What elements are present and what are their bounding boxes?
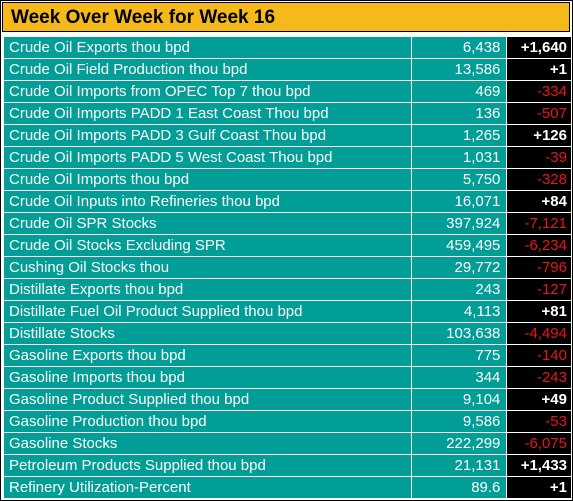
- metric-change: -328: [506, 168, 572, 191]
- table-row: Crude Oil Imports PADD 5 West Coast Thou…: [3, 146, 572, 169]
- metric-name: Gasoline Product Supplied thou bpd: [3, 388, 412, 411]
- table-row: Refinery Utilization-Percent 89.6 +1: [3, 476, 572, 499]
- metric-value: 459,495: [410, 234, 508, 257]
- metric-name: Crude Oil Imports PADD 3 Gulf Coast Thou…: [3, 124, 412, 147]
- metric-change: -140: [506, 344, 572, 367]
- metric-change: +49: [506, 388, 572, 411]
- metric-name: Crude Oil Exports thou bpd: [3, 36, 412, 59]
- metric-value: 1,031: [410, 146, 508, 169]
- table-row: Gasoline Product Supplied thou bpd 9,104 +…: [3, 388, 572, 411]
- table-row: Crude Oil Imports from OPEC Top 7 thou b…: [3, 80, 572, 103]
- metric-value: 4,113: [410, 300, 508, 323]
- table-row: Gasoline Exports thou bpd 775 -140: [3, 344, 572, 367]
- metric-change: -6,075: [506, 432, 572, 455]
- metric-name: Gasoline Production thou bpd: [3, 410, 412, 433]
- metric-change: -6,234: [506, 234, 572, 257]
- metric-change: +84: [506, 190, 572, 213]
- table-row: Distillate Exports thou bpd 243 -127: [3, 278, 572, 301]
- metric-change: +1: [506, 58, 572, 81]
- metric-value: 222,299: [410, 432, 508, 455]
- table-row: Crude Oil Inputs into Refineries thou bp…: [3, 190, 572, 213]
- metric-name: Crude Oil Inputs into Refineries thou bp…: [3, 190, 412, 213]
- metric-name: Distillate Exports thou bpd: [3, 278, 412, 301]
- metric-value: 21,131: [410, 454, 508, 477]
- metric-value: 775: [410, 344, 508, 367]
- metric-name: Crude Oil Imports thou bpd: [3, 168, 412, 191]
- metric-change: -7,121: [506, 212, 572, 235]
- metric-change: -4,494: [506, 322, 572, 345]
- metric-change: -53: [506, 410, 572, 433]
- report-title: Week Over Week for Week 16: [11, 7, 276, 28]
- metric-value: 1,265: [410, 124, 508, 147]
- data-table: Crude Oil Exports thou bpd 6,438 +1,640 Cru…: [3, 36, 572, 499]
- metric-value: 344: [410, 366, 508, 389]
- metric-change: -243: [506, 366, 572, 389]
- title-bar: Week Over Week for Week 16: [2, 2, 570, 32]
- table-body: Crude Oil Exports thou bpd 6,438 +1,640 Cru…: [3, 36, 572, 499]
- metric-change: +1,433: [506, 454, 572, 477]
- metric-name: Gasoline Imports thou bpd: [3, 366, 412, 389]
- metric-value: 469: [410, 80, 508, 103]
- metric-name: Crude Oil Field Production thou bpd: [3, 58, 412, 81]
- metric-value: 5,750: [410, 168, 508, 191]
- metric-change: -39: [506, 146, 572, 169]
- table-row: Crude Oil Stocks Excluding SPR 459,495 -6,…: [3, 234, 572, 257]
- table-row: Cushing Oil Stocks thou 29,772 -796: [3, 256, 572, 279]
- table-row: Crude Oil Imports thou bpd 5,750 -328: [3, 168, 572, 191]
- metric-value: 9,104: [410, 388, 508, 411]
- metric-change: -334: [506, 80, 572, 103]
- metric-value: 13,586: [410, 58, 508, 81]
- metric-name: Crude Oil Imports from OPEC Top 7 thou b…: [3, 80, 412, 103]
- metric-change: +1,640: [506, 36, 572, 59]
- metric-name: Crude Oil Imports PADD 5 West Coast Thou…: [3, 146, 412, 169]
- metric-name: Distillate Stocks: [3, 322, 412, 345]
- metric-value: 89.6: [410, 476, 508, 499]
- metric-name: Distillate Fuel Oil Product Supplied tho…: [3, 300, 412, 323]
- metric-value: 397,924: [410, 212, 508, 235]
- metric-name: Gasoline Exports thou bpd: [3, 344, 412, 367]
- metric-name: Gasoline Stocks: [3, 432, 412, 455]
- table-row: Crude Oil Field Production thou bpd 13,58…: [3, 58, 572, 81]
- metric-value: 136: [410, 102, 508, 125]
- metric-value: 103,638: [410, 322, 508, 345]
- metric-change: -796: [506, 256, 572, 279]
- table-row: Distillate Fuel Oil Product Supplied tho…: [3, 300, 572, 323]
- metric-name: Petroleum Products Supplied thou bpd: [3, 454, 412, 477]
- metric-name: Crude Oil Stocks Excluding SPR: [3, 234, 412, 257]
- table-row: Gasoline Production thou bpd 9,586 -53: [3, 410, 572, 433]
- metric-change: -507: [506, 102, 572, 125]
- metric-change: +81: [506, 300, 572, 323]
- metric-change: -127: [506, 278, 572, 301]
- table-row: Gasoline Stocks 222,299 -6,075: [3, 432, 572, 455]
- table-row: Petroleum Products Supplied thou bpd 21,1…: [3, 454, 572, 477]
- table-row: Crude Oil Exports thou bpd 6,438 +1,640: [3, 36, 572, 59]
- metric-value: 9,586: [410, 410, 508, 433]
- metric-name: Crude Oil SPR Stocks: [3, 212, 412, 235]
- metric-change: +1: [506, 476, 572, 499]
- metric-name: Refinery Utilization-Percent: [3, 476, 412, 499]
- table-row: Crude Oil Imports PADD 1 East Coast Thou…: [3, 102, 572, 125]
- metric-name: Crude Oil Imports PADD 1 East Coast Thou…: [3, 102, 412, 125]
- metric-value: 6,438: [410, 36, 508, 59]
- table-row: Crude Oil SPR Stocks 397,924 -7,121: [3, 212, 572, 235]
- table-row: Distillate Stocks 103,638 -4,494: [3, 322, 572, 345]
- metric-change: +126: [506, 124, 572, 147]
- metric-value: 29,772: [410, 256, 508, 279]
- metric-value: 16,071: [410, 190, 508, 213]
- table-row: Gasoline Imports thou bpd 344 -243: [3, 366, 572, 389]
- metric-value: 243: [410, 278, 508, 301]
- table-row: Crude Oil Imports PADD 3 Gulf Coast Thou…: [3, 124, 572, 147]
- metric-name: Cushing Oil Stocks thou: [3, 256, 412, 279]
